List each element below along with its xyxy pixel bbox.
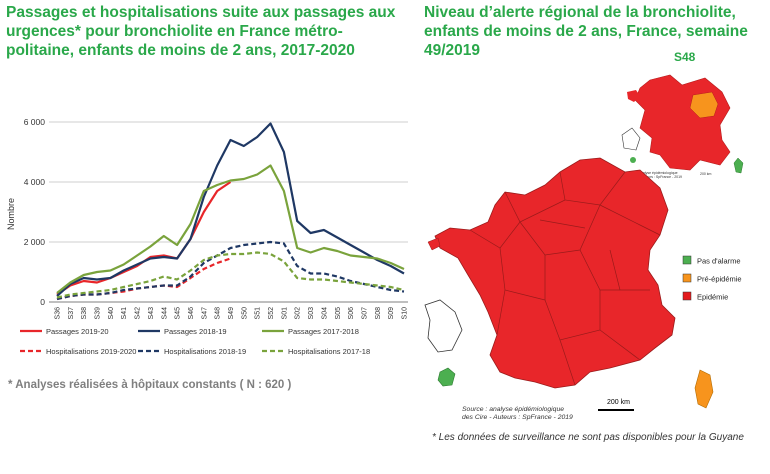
x-tick-label: S43: [148, 307, 155, 320]
footnote-guyane: * Les données de surveillance ne sont pa…: [432, 432, 744, 443]
x-tick-label: S41: [121, 307, 128, 320]
inset-authors-text: des Cire - Auteurs : SpFrance - 2019: [625, 175, 682, 179]
x-tick-labels: S36 S37 S38 S39 S40 S41 S42 S43 S44 S45 S46 S47 S48 S…: [55, 307, 409, 320]
y-tick-labels: 0 2 000 4 000 6 000: [24, 117, 46, 307]
x-tick-label: S52: [268, 307, 275, 320]
x-tick-label: S03: [308, 307, 315, 320]
map-legend-label: Pas d'alarme: [697, 257, 741, 266]
chart-legend: Passages 2019-20 Passages 2018-19 Passages…: [20, 327, 370, 356]
x-tick-label: S46: [188, 307, 195, 320]
y-tick-label: 4 000: [24, 177, 46, 187]
corsica: [694, 369, 714, 409]
x-tick-label: S09: [388, 307, 395, 320]
legend-label: Hospitalisations 2019-2020: [46, 347, 136, 356]
footnote-analyses: * Analyses réalisées à hôpitaux constant…: [8, 379, 292, 391]
x-tick-label: S01: [281, 307, 288, 320]
x-tick-label: S44: [161, 307, 168, 320]
y-tick-label: 0: [40, 297, 45, 307]
y-axis-label: Nombre: [6, 198, 16, 230]
legend-label: Hospitalisations 2017-18: [288, 347, 370, 356]
chart-title: Passages et hospitalisations suite aux p…: [6, 4, 396, 59]
legend-label: Passages 2018-19: [164, 327, 227, 336]
x-tick-label: S39: [95, 307, 102, 320]
legend-label: Hospitalisations 2018-19: [164, 347, 246, 356]
x-tick-label: S04: [321, 307, 328, 320]
map-legend-label: Pré-épidémie: [697, 275, 742, 284]
x-tick-label: S51: [255, 307, 262, 320]
inset-week-label: S48: [674, 50, 696, 64]
guadeloupe: [427, 237, 441, 251]
map-title: Niveau d’alerte régional de la bronchiol…: [424, 4, 748, 59]
map-legend: Pas d'alarme Pré-épidémie Epidémie: [682, 255, 742, 302]
x-tick-label: S50: [241, 307, 248, 320]
x-tick-label: S47: [201, 307, 208, 320]
series-line-2: [56, 122, 405, 297]
legend-label: Passages 2019-20: [46, 327, 109, 336]
legend-label: Passages 2017-2018: [288, 327, 359, 336]
x-tick-label: S37: [68, 307, 75, 320]
line-chart: 0 2 000 4 000 6 000 S36 S37 S38 S39 S40 S41 S42 S4…: [6, 117, 409, 356]
x-tick-label: S05: [335, 307, 342, 320]
inset-map-s48: Source : analyse épidémiologique des Cir…: [621, 74, 744, 179]
x-tick-label: S07: [361, 307, 368, 320]
reunion: [437, 367, 456, 387]
x-tick-label: S10: [402, 307, 409, 320]
x-tick-label: S38: [81, 307, 88, 320]
main-map: [424, 157, 714, 409]
x-tick-label: S06: [348, 307, 355, 320]
x-tick-label: S49: [228, 307, 235, 320]
inset-scale-text: 200 km: [700, 172, 712, 176]
guyane: [424, 299, 463, 353]
x-tick-label: S42: [135, 307, 142, 320]
y-tick-label: 6 000: [24, 117, 46, 127]
map-source-line2: des Cire - Auteurs : SpFrance - 2019: [462, 414, 573, 421]
map-legend-label: Epidémie: [697, 293, 728, 302]
inset-source-text: Source : analyse épidémiologique: [625, 171, 678, 175]
x-tick-label: S08: [375, 307, 382, 320]
map-legend-swatch: [682, 291, 692, 301]
series-line-6: [56, 251, 405, 299]
map-legend-swatch: [682, 255, 692, 265]
map-scale-label: 200 km: [607, 399, 630, 406]
map-legend-swatch: [682, 273, 692, 283]
x-tick-label: S48: [215, 307, 222, 320]
x-tick-label: S45: [175, 307, 182, 320]
y-tick-label: 2 000: [24, 237, 46, 247]
series-line-3: [56, 164, 405, 294]
x-tick-label: S36: [55, 307, 62, 320]
x-tick-label: S02: [295, 307, 302, 320]
series-line-5: [56, 240, 405, 301]
map-source-line1: Source : analyse épidémiologique: [462, 406, 564, 413]
x-tick-label: S40: [108, 307, 115, 320]
chart-series: [56, 122, 405, 301]
